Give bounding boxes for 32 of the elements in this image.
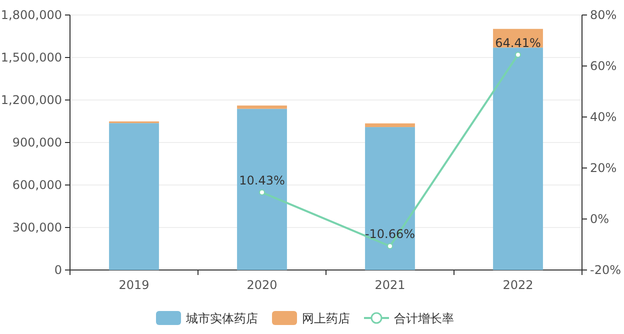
legend-label: 城市实体药店 (185, 312, 258, 326)
data-label: -10.66% (364, 227, 416, 242)
legend-label: 合计增长率 (394, 312, 454, 326)
point (387, 243, 393, 250)
y2-tick-label: 60% (590, 59, 617, 73)
y2-tick-label: -20% (590, 263, 622, 277)
y-tick-label: 900,000 (12, 136, 62, 150)
y-tick-label: 300,000 (12, 220, 62, 234)
bar (493, 48, 543, 270)
y-tick-label: 1,200,000 (0, 93, 62, 107)
y2-tick-label: 40% (590, 110, 617, 124)
y2-tick-label: 20% (590, 161, 617, 175)
bar (237, 106, 287, 109)
point (259, 189, 265, 196)
bar (365, 123, 415, 128)
y-tick-label: 1,800,000 (0, 8, 62, 22)
y-tick-label: 600,000 (12, 178, 62, 192)
y2-tick-label: 80% (590, 8, 617, 22)
point (515, 52, 521, 58)
y-tick-label: 0 (54, 263, 62, 277)
x-tick-label: 2021 (374, 278, 406, 292)
bar (237, 108, 287, 270)
y2-tick-label: 0% (590, 212, 610, 226)
data-label: 10.43% (239, 173, 285, 188)
x-tick-label: 2022 (502, 278, 534, 292)
x-tick-label: 2020 (246, 278, 278, 292)
bar (365, 127, 415, 270)
y-tick-label: 1,500,000 (0, 50, 62, 64)
data-label: 64.41% (495, 36, 541, 50)
bar (109, 123, 159, 270)
x-tick-label: 2019 (118, 278, 150, 292)
legend-label: 网上药店 (302, 312, 350, 326)
